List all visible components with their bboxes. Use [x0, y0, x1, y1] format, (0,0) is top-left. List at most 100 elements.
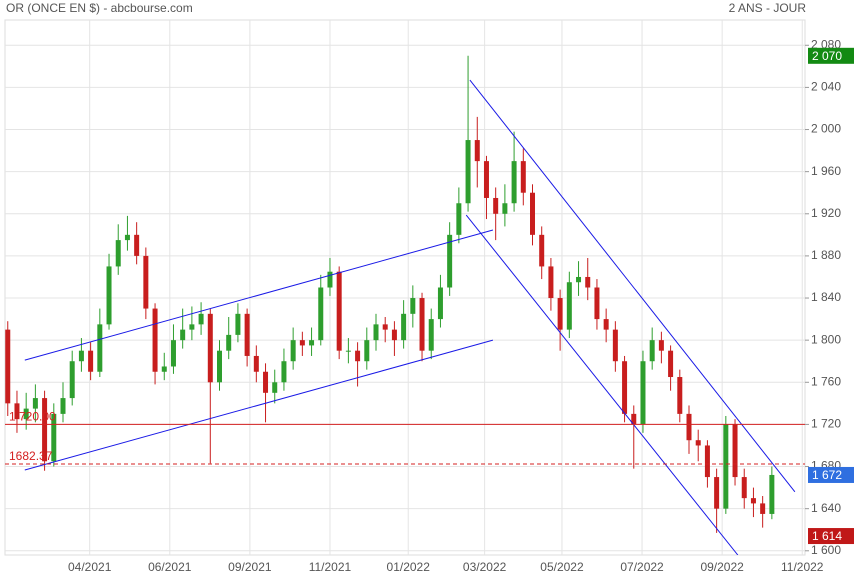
- candle-body: [281, 361, 287, 383]
- candle-body: [152, 308, 158, 372]
- candle-body: [428, 319, 434, 351]
- candle-body: [60, 398, 66, 414]
- price-tag-label: 1 672: [812, 468, 842, 482]
- candle-body: [97, 324, 103, 372]
- candle-body: [391, 329, 397, 341]
- y-tick-label: 1 640: [811, 501, 841, 515]
- candle-body: [69, 361, 75, 399]
- candle-body: [235, 313, 241, 335]
- x-tick-label: 05/2022: [540, 560, 584, 574]
- candle-body: [447, 234, 453, 288]
- candle-body: [465, 140, 471, 204]
- x-tick-label: 04/2021: [68, 560, 112, 574]
- candle-body: [115, 240, 121, 267]
- candle-body: [511, 161, 517, 204]
- candle-body: [557, 298, 563, 330]
- candle-body: [327, 271, 333, 288]
- x-tick-label: 11/2022: [781, 560, 824, 574]
- candle-body: [134, 234, 140, 256]
- y-tick-label: 2 040: [811, 80, 841, 94]
- candle-body: [14, 403, 20, 420]
- trend-line: [469, 79, 796, 493]
- candle-body: [668, 350, 674, 378]
- candle-body: [686, 413, 692, 441]
- candle-body: [216, 350, 222, 383]
- candle-body: [548, 266, 554, 299]
- y-tick-label: 1 760: [811, 374, 841, 388]
- candle-body: [299, 340, 305, 346]
- candle-body: [658, 340, 664, 351]
- candle-body: [695, 440, 701, 446]
- x-tick-label: 03/2022: [463, 560, 507, 574]
- price-tag: [808, 528, 854, 545]
- x-tick-label: 11/2021: [309, 560, 352, 574]
- candle-body: [760, 503, 766, 514]
- candle-body: [649, 340, 655, 362]
- candle-body: [272, 382, 278, 393]
- candle-body: [539, 234, 545, 267]
- candle-body: [622, 361, 628, 414]
- trend-line: [24, 229, 494, 361]
- y-tick-label: 1 920: [811, 206, 841, 220]
- candle-body: [180, 329, 186, 341]
- candle-body: [714, 477, 720, 509]
- candle-body: [585, 276, 591, 288]
- candle-body: [704, 445, 710, 478]
- candle-body: [106, 266, 112, 325]
- candle-body: [382, 324, 388, 330]
- trend-line: [465, 214, 739, 555]
- candle-body: [51, 413, 57, 462]
- candle-body: [493, 197, 499, 214]
- candle-body: [530, 192, 536, 235]
- candle-body: [520, 161, 526, 193]
- candle-body: [474, 140, 480, 162]
- candle-body: [170, 340, 176, 367]
- y-tick-label: 1 600: [811, 543, 841, 557]
- candle-body: [677, 377, 683, 414]
- x-tick-label: 06/2021: [148, 560, 192, 574]
- x-tick-label: 09/2021: [228, 560, 272, 574]
- y-tick-label: 1 840: [811, 290, 841, 304]
- candle-body: [502, 203, 508, 214]
- candle-body: [355, 350, 361, 362]
- price-tag: [808, 47, 854, 64]
- candle-body: [410, 298, 416, 314]
- candle-body: [456, 203, 462, 235]
- candle-body: [631, 413, 637, 425]
- candle-body: [483, 161, 489, 198]
- candle-body: [42, 398, 48, 462]
- candle-body: [566, 282, 572, 330]
- candle-body: [189, 324, 195, 330]
- y-tick-label: 1 800: [811, 332, 841, 346]
- chart-subtitle: 2 ANS - JOUR: [729, 1, 807, 15]
- y-tick-label: 1 880: [811, 248, 841, 262]
- candle-body: [23, 408, 29, 420]
- price-tag: [808, 466, 854, 483]
- x-tick-label: 07/2022: [620, 560, 664, 574]
- y-tick-label: 1 960: [811, 164, 841, 178]
- candle-body: [364, 340, 370, 362]
- candle-body: [336, 271, 342, 351]
- candle-body: [5, 329, 11, 404]
- trend-line: [24, 339, 494, 471]
- x-tick-label: 09/2022: [700, 560, 744, 574]
- candle-body: [88, 350, 94, 372]
- candle-body: [244, 313, 250, 356]
- level-label: 1 720.00: [9, 410, 56, 424]
- candle-body: [207, 313, 213, 383]
- candle-body: [143, 255, 149, 309]
- candle-body: [723, 424, 729, 509]
- candle-body: [290, 340, 296, 362]
- candle-body: [594, 287, 600, 320]
- y-tick-label: 2 000: [811, 122, 841, 136]
- candle-body: [732, 424, 738, 478]
- candle-body: [603, 319, 609, 330]
- price-tag-label: 2 070: [812, 49, 842, 63]
- candle-body: [226, 334, 232, 351]
- level-label: 1682.37: [9, 449, 53, 463]
- candle-body: [437, 287, 443, 320]
- candle-body: [750, 498, 756, 504]
- candle-body: [373, 324, 379, 341]
